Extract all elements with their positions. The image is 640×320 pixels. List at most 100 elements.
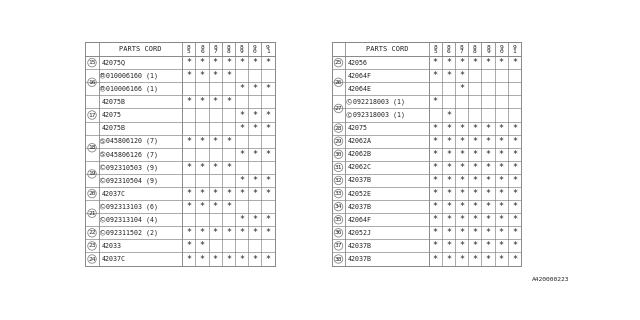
Text: 8: 8: [240, 44, 243, 50]
Text: *: *: [499, 228, 504, 237]
Text: *: *: [433, 163, 438, 172]
Text: 8: 8: [187, 44, 191, 50]
Text: *: *: [200, 137, 205, 146]
Text: *: *: [446, 58, 451, 67]
Text: 28: 28: [335, 126, 342, 131]
Text: A420000223: A420000223: [532, 277, 570, 283]
Text: *: *: [459, 254, 464, 263]
Text: 26: 26: [335, 80, 342, 85]
Text: *: *: [446, 124, 451, 132]
Text: *: *: [252, 228, 257, 237]
Text: *: *: [512, 137, 517, 146]
Text: PARTS CORD: PARTS CORD: [119, 46, 162, 52]
Text: C: C: [101, 165, 104, 170]
Text: C: C: [348, 113, 351, 117]
Text: *: *: [252, 84, 257, 93]
Text: *: *: [446, 254, 451, 263]
Text: *: *: [226, 228, 231, 237]
Text: *: *: [266, 84, 271, 93]
Text: *: *: [212, 58, 218, 67]
Text: *: *: [446, 71, 451, 80]
Text: *: *: [186, 202, 191, 211]
Text: 092313104 (4): 092313104 (4): [106, 217, 158, 223]
Text: *: *: [252, 110, 257, 119]
Text: *: *: [512, 176, 517, 185]
Text: 010006166 (1): 010006166 (1): [106, 85, 158, 92]
Text: 1: 1: [266, 50, 270, 54]
Text: *: *: [186, 163, 191, 172]
Text: 010006160 (1): 010006160 (1): [106, 73, 158, 79]
Text: *: *: [252, 150, 257, 159]
Text: 42037B: 42037B: [348, 204, 372, 210]
Text: B: B: [101, 73, 104, 78]
Text: *: *: [186, 97, 191, 107]
Text: 36: 36: [335, 230, 342, 235]
Text: 42062A: 42062A: [348, 138, 372, 144]
Text: *: *: [472, 163, 477, 172]
Text: *: *: [252, 124, 257, 132]
Text: 9: 9: [266, 44, 270, 50]
Text: *: *: [252, 254, 257, 263]
Text: *: *: [200, 163, 205, 172]
Text: 1: 1: [513, 50, 516, 54]
Text: 092313103 (6): 092313103 (6): [106, 204, 158, 210]
Text: *: *: [266, 254, 271, 263]
Text: *: *: [212, 189, 218, 198]
Text: *: *: [486, 189, 490, 198]
Text: C: C: [101, 217, 104, 222]
Text: *: *: [472, 189, 477, 198]
Text: *: *: [212, 97, 218, 107]
Text: *: *: [200, 58, 205, 67]
Text: *: *: [252, 189, 257, 198]
Text: *: *: [266, 58, 271, 67]
Text: *: *: [486, 228, 490, 237]
Text: 24: 24: [88, 257, 96, 261]
Text: *: *: [512, 254, 517, 263]
Text: *: *: [446, 228, 451, 237]
Text: 34: 34: [335, 204, 342, 209]
Text: *: *: [239, 150, 244, 159]
Text: 8: 8: [200, 44, 204, 50]
Text: *: *: [266, 215, 271, 224]
Text: *: *: [486, 124, 490, 132]
Text: *: *: [186, 58, 191, 67]
Text: 20: 20: [88, 191, 96, 196]
Text: *: *: [252, 215, 257, 224]
Text: 7: 7: [213, 50, 217, 54]
Bar: [85, 42, 275, 56]
Text: 17: 17: [88, 113, 96, 117]
Text: *: *: [433, 97, 438, 107]
Text: 42075Q: 42075Q: [102, 60, 125, 66]
Text: *: *: [472, 150, 477, 159]
Text: 42064F: 42064F: [348, 217, 372, 223]
Text: *: *: [499, 163, 504, 172]
Text: *: *: [239, 189, 244, 198]
Text: 8: 8: [213, 44, 217, 50]
Text: *: *: [512, 189, 517, 198]
Text: 31: 31: [335, 165, 342, 170]
Text: *: *: [472, 215, 477, 224]
Text: *: *: [459, 228, 464, 237]
Text: *: *: [186, 254, 191, 263]
Text: C: C: [101, 204, 104, 209]
Text: 27: 27: [335, 106, 342, 111]
Text: *: *: [212, 202, 218, 211]
Text: 7: 7: [460, 50, 463, 54]
Text: 9: 9: [513, 44, 516, 50]
Text: *: *: [239, 84, 244, 93]
Text: *: *: [433, 124, 438, 132]
Text: *: *: [212, 137, 218, 146]
Text: 092311502 (2): 092311502 (2): [106, 229, 158, 236]
Text: *: *: [239, 58, 244, 67]
Text: 42037B: 42037B: [348, 256, 372, 262]
Text: 8: 8: [473, 44, 477, 50]
Text: *: *: [486, 137, 490, 146]
Text: *: *: [499, 215, 504, 224]
Text: *: *: [472, 176, 477, 185]
Text: *: *: [226, 163, 231, 172]
Text: 25: 25: [335, 60, 342, 65]
Text: *: *: [433, 202, 438, 211]
Text: 092310504 (9): 092310504 (9): [106, 177, 158, 184]
Text: *: *: [252, 176, 257, 185]
Text: 22: 22: [88, 230, 96, 235]
